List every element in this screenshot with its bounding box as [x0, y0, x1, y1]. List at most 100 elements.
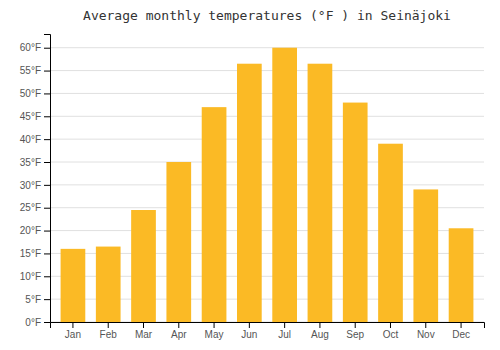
- x-tick: Jul: [278, 322, 291, 340]
- bar: [202, 107, 227, 322]
- x-tick-label: Apr: [171, 329, 187, 340]
- grid-line: [50, 70, 484, 71]
- x-tick: Jan: [65, 322, 81, 340]
- x-tick-mark: [72, 322, 73, 328]
- x-tick-mark: [143, 322, 144, 328]
- y-axis: 0°F 5°F 10°F 15°F 20°F 25°F 30°F 35°F 40°F 45°F 50…: [20, 35, 51, 328]
- bar: [131, 210, 156, 322]
- x-tick-label: Jan: [65, 329, 81, 340]
- y-tick-label: 5°F: [25, 294, 41, 305]
- chart-svg: 0°F 5°F 10°F 15°F 20°F 25°F 30°F 35°F 40°F 45°F 50…: [0, 0, 500, 350]
- x-tick: Apr: [171, 322, 187, 340]
- x-tick-label: Sep: [346, 329, 364, 340]
- y-tick: 40°F: [20, 134, 50, 145]
- grid-line: [50, 93, 484, 94]
- x-tick-mark: [355, 322, 356, 328]
- y-tick-mark: [44, 185, 50, 186]
- x-tick-label: Jun: [241, 329, 257, 340]
- x-tick-mark: [284, 322, 285, 328]
- title: Average monthly temperatures (°F ) in Se…: [83, 8, 451, 23]
- y-tick-mark: [44, 276, 50, 277]
- y-axis-line: [44, 35, 51, 323]
- x-axis-line: [51, 323, 485, 329]
- x-tick-mark: [425, 322, 426, 328]
- y-tick: 25°F: [20, 202, 50, 213]
- x-tick: Nov: [417, 322, 435, 340]
- x-tick: Feb: [100, 322, 118, 340]
- bar: [413, 189, 438, 322]
- y-tick-label: 40°F: [20, 134, 41, 145]
- y-tick: 35°F: [20, 157, 50, 168]
- x-tick: Jun: [241, 322, 257, 340]
- x-tick-label: Dec: [452, 329, 470, 340]
- y-tick: 10°F: [20, 271, 50, 282]
- y-tick-mark: [44, 93, 50, 94]
- y-tick-mark: [44, 48, 50, 49]
- y-tick-label: 15°F: [20, 248, 41, 259]
- bars: [61, 48, 474, 322]
- chart-container: 0°F 5°F 10°F 15°F 20°F 25°F 30°F 35°F 40°F 45°F 50…: [0, 0, 500, 350]
- grid-line: [50, 139, 484, 140]
- x-tick: Oct: [383, 322, 399, 340]
- bar: [449, 228, 474, 322]
- y-tick: 60°F: [20, 42, 50, 53]
- y-tick-label: 60°F: [20, 42, 41, 53]
- x-tick-mark: [319, 322, 320, 328]
- y-tick-mark: [44, 322, 50, 323]
- y-tick: 0°F: [25, 317, 50, 328]
- y-tick: 30°F: [20, 180, 50, 191]
- bar: [237, 64, 262, 322]
- x-tick: May: [205, 322, 224, 340]
- bar: [166, 162, 191, 322]
- y-tick-label: 10°F: [20, 271, 41, 282]
- x-tick-mark: [390, 322, 391, 328]
- bar: [61, 249, 86, 322]
- y-tick-mark: [44, 116, 50, 117]
- y-tick-label: 20°F: [20, 225, 41, 236]
- y-tick: 15°F: [20, 248, 50, 259]
- x-tick: Aug: [311, 322, 329, 340]
- y-tick: 55°F: [20, 65, 50, 76]
- y-tick: 20°F: [20, 225, 50, 236]
- y-tick: 5°F: [25, 294, 50, 305]
- grid-line: [50, 162, 484, 163]
- y-tick-mark: [44, 253, 50, 254]
- grid-line: [50, 184, 484, 185]
- x-axis: Jan Feb Mar Apr May Jun Jul Aug Sep Oct Nov Dec: [51, 322, 485, 340]
- y-tick-label: 50°F: [20, 88, 41, 99]
- y-tick-label: 0°F: [25, 317, 41, 328]
- y-tick: 45°F: [20, 111, 50, 122]
- x-tick-label: Feb: [100, 329, 118, 340]
- x-tick-mark: [214, 322, 215, 328]
- x-tick-label: Nov: [417, 329, 435, 340]
- x-tick-label: Aug: [311, 329, 329, 340]
- x-tick-label: Jul: [278, 329, 291, 340]
- bar: [96, 247, 121, 322]
- y-tick-mark: [44, 208, 50, 209]
- y-tick: 50°F: [20, 88, 50, 99]
- x-tick-label: Mar: [135, 329, 153, 340]
- grid-line: [50, 116, 484, 117]
- x-tick-mark: [249, 322, 250, 328]
- y-tick-mark: [44, 71, 50, 72]
- y-tick-label: 35°F: [20, 157, 41, 168]
- grid: [50, 48, 484, 322]
- y-tick-label: 55°F: [20, 65, 41, 76]
- y-tick-mark: [44, 299, 50, 300]
- y-tick-mark: [44, 162, 50, 163]
- y-tick-mark: [44, 231, 50, 232]
- x-tick-mark: [461, 322, 462, 328]
- x-tick-label: May: [205, 329, 224, 340]
- x-tick-mark: [178, 322, 179, 328]
- y-tick-label: 25°F: [20, 202, 41, 213]
- x-tick: Mar: [135, 322, 153, 340]
- y-tick-mark: [44, 139, 50, 140]
- bar: [272, 48, 297, 322]
- plot-area: 0°F 5°F 10°F 15°F 20°F 25°F 30°F 35°F 40°F 45°F 50…: [20, 35, 485, 341]
- y-tick-label: 45°F: [20, 111, 41, 122]
- x-tick-label: Oct: [383, 329, 399, 340]
- bar: [343, 103, 368, 322]
- x-tick: Sep: [346, 322, 364, 340]
- bar: [378, 144, 403, 322]
- x-tick-mark: [108, 322, 109, 328]
